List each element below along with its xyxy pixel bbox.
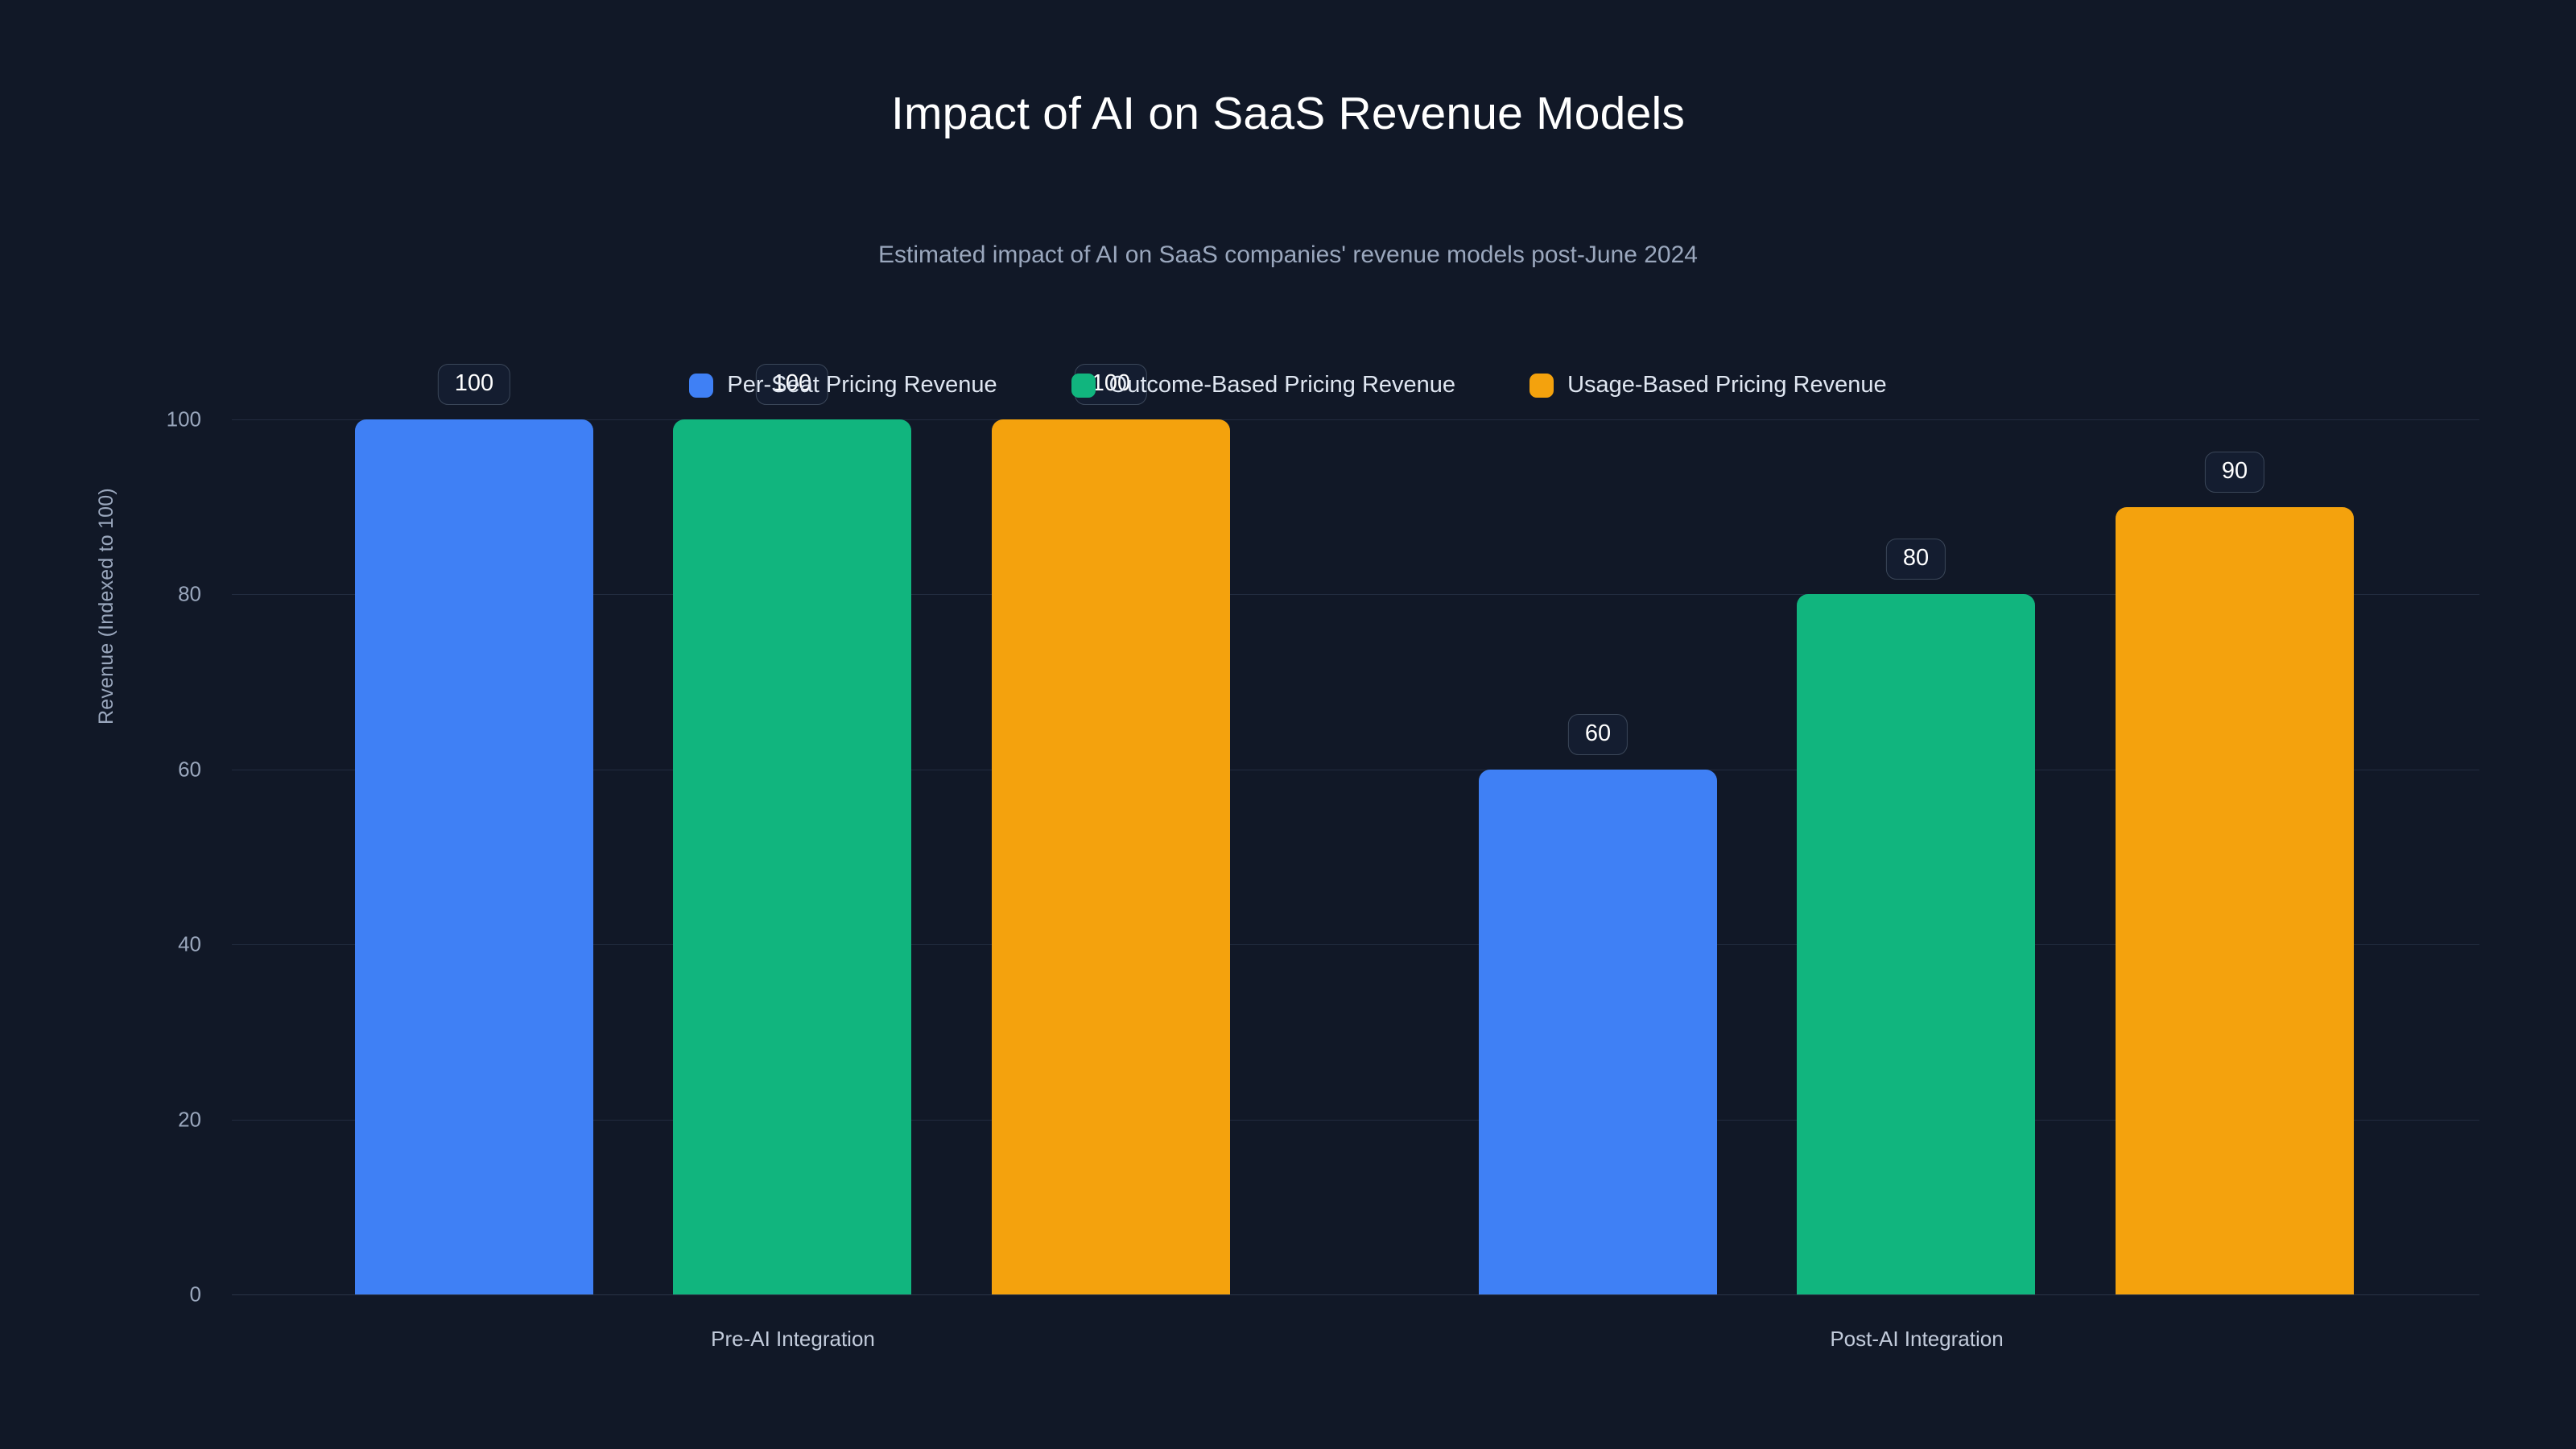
- legend-label: Outcome-Based Pricing Revenue: [1108, 372, 1456, 398]
- legend-item-2[interactable]: Usage-Based Pricing Revenue: [1530, 372, 1887, 398]
- bar-value-label: 90: [2204, 451, 2265, 493]
- chart-subtitle: Estimated impact of AI on SaaS companies…: [878, 242, 1698, 268]
- bar[interactable]: [992, 419, 1230, 1294]
- legend-item-1[interactable]: Outcome-Based Pricing Revenue: [1071, 372, 1455, 398]
- bar[interactable]: [355, 419, 593, 1294]
- gridline: [232, 419, 2479, 420]
- gridline: [232, 594, 2479, 596]
- bar-value-label: 80: [1885, 539, 1946, 580]
- legend-swatch-icon: [1071, 373, 1096, 398]
- bar[interactable]: [673, 419, 911, 1294]
- legend-swatch-icon: [689, 373, 714, 398]
- gridline: [232, 944, 2479, 946]
- gridline: [232, 1119, 2479, 1121]
- gridline: [232, 1294, 2479, 1295]
- bar-value-label: 100: [437, 364, 511, 405]
- y-axis-tick-label: 60: [178, 757, 201, 782]
- plot-area: [232, 419, 2479, 1295]
- y-axis-tick-label: 100: [166, 407, 201, 431]
- y-axis-tick-label: 20: [178, 1107, 201, 1132]
- y-axis-tick-label: 80: [178, 581, 201, 606]
- bar[interactable]: [1797, 594, 2035, 1294]
- bar-value-label: 60: [1567, 713, 1629, 755]
- chart-title: Impact of AI on SaaS Revenue Models: [890, 88, 1686, 139]
- bar[interactable]: [2116, 506, 2354, 1294]
- legend-item-0[interactable]: Per-Seat Pricing Revenue: [689, 372, 997, 398]
- legend-swatch-icon: [1530, 373, 1554, 398]
- y-axis-tick-label: 40: [178, 931, 201, 956]
- x-axis-tick-label: Post-AI Integration: [1830, 1327, 2004, 1351]
- bar-value-label: 100: [755, 364, 829, 405]
- legend-label: Per-Seat Pricing Revenue: [727, 372, 997, 398]
- x-axis-tick-label: Pre-AI Integration: [711, 1327, 875, 1351]
- legend-label: Usage-Based Pricing Revenue: [1567, 372, 1887, 398]
- chart-legend: Per-Seat Pricing Revenue Outcome-Based Pr…: [0, 372, 2576, 398]
- bar[interactable]: [1479, 769, 1717, 1294]
- y-axis-tick-label: 0: [189, 1282, 201, 1307]
